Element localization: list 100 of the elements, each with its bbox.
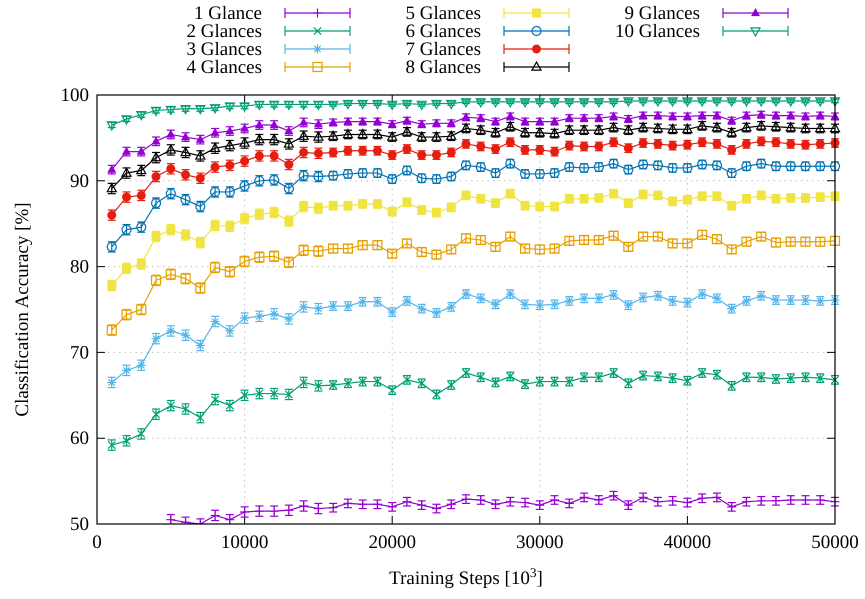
point xyxy=(727,145,736,154)
point xyxy=(638,97,648,107)
point xyxy=(298,100,309,110)
point xyxy=(417,119,426,128)
point xyxy=(388,119,397,128)
point xyxy=(136,110,146,120)
point xyxy=(166,106,176,116)
point xyxy=(609,138,618,147)
point xyxy=(520,116,530,125)
point xyxy=(520,98,530,108)
point xyxy=(476,113,486,122)
point xyxy=(136,146,146,155)
legend-label: 10 Glances xyxy=(615,21,700,42)
point xyxy=(549,98,560,108)
point xyxy=(668,112,678,120)
x-tick-label: 20000 xyxy=(368,532,416,553)
point xyxy=(284,100,294,110)
point xyxy=(196,134,205,143)
point xyxy=(210,142,220,152)
legend-label: 5 Glances xyxy=(406,3,481,24)
x-tick-label: 40000 xyxy=(664,532,712,553)
point xyxy=(580,113,589,122)
point xyxy=(638,110,648,119)
y-tick-label: 70 xyxy=(70,342,89,364)
point xyxy=(328,118,338,126)
point xyxy=(712,110,722,119)
point xyxy=(506,112,515,120)
point xyxy=(313,100,324,110)
legend-label: 1 Glance xyxy=(194,3,262,24)
point xyxy=(462,139,470,148)
point xyxy=(830,97,840,107)
point xyxy=(195,104,206,114)
point xyxy=(314,119,323,128)
point xyxy=(786,97,796,107)
legend-label: 4 Glances xyxy=(186,57,262,78)
point xyxy=(402,100,412,110)
point xyxy=(624,114,633,122)
y-tick-label: 50 xyxy=(70,514,89,535)
x-tick-label: 0 xyxy=(92,532,102,553)
point xyxy=(623,97,634,107)
point xyxy=(432,208,441,218)
point xyxy=(712,97,722,107)
point xyxy=(269,134,280,144)
point xyxy=(609,189,618,198)
legend-label: 6 Glances xyxy=(406,21,481,42)
point xyxy=(107,164,116,173)
legend-label: 2 Glances xyxy=(186,21,262,42)
point xyxy=(668,196,678,206)
point xyxy=(446,118,456,126)
x-tick-label: 30000 xyxy=(516,532,564,553)
point xyxy=(476,98,486,108)
point xyxy=(150,152,162,162)
point xyxy=(697,97,708,107)
point xyxy=(431,100,442,110)
point xyxy=(652,97,663,107)
point xyxy=(372,116,382,125)
point xyxy=(150,106,162,116)
point xyxy=(402,144,412,154)
point xyxy=(240,391,249,400)
point xyxy=(742,110,751,119)
y-tick-label: 100 xyxy=(60,85,89,106)
point xyxy=(388,207,397,216)
y-axis-title: Classification Accuracy [%] xyxy=(12,202,33,417)
point xyxy=(358,116,368,125)
point xyxy=(624,144,633,153)
point xyxy=(535,116,544,125)
point xyxy=(624,198,633,208)
point xyxy=(224,140,235,150)
point xyxy=(402,198,412,207)
point xyxy=(698,138,707,147)
point xyxy=(727,201,736,210)
point xyxy=(372,100,383,110)
point xyxy=(491,116,500,125)
point xyxy=(416,100,427,110)
point xyxy=(460,98,472,108)
point xyxy=(564,98,574,108)
point xyxy=(240,138,250,147)
point xyxy=(594,113,604,122)
point xyxy=(770,97,782,107)
point xyxy=(106,121,117,131)
point xyxy=(506,138,515,147)
point xyxy=(240,102,250,112)
point xyxy=(342,100,354,110)
y-tick-label: 80 xyxy=(70,256,89,278)
point xyxy=(298,130,309,140)
point xyxy=(816,110,825,119)
point xyxy=(491,144,500,154)
legend-label: 7 Glances xyxy=(406,39,481,60)
legend-label: 9 Glances xyxy=(624,3,700,24)
legend-label: 8 Glances xyxy=(406,57,481,78)
point xyxy=(121,168,132,177)
point xyxy=(550,147,560,156)
point xyxy=(254,100,264,110)
point xyxy=(269,100,280,110)
point xyxy=(224,102,235,112)
x-tick-label: 50000 xyxy=(811,532,859,553)
point xyxy=(388,150,397,160)
point xyxy=(490,98,501,108)
point xyxy=(815,97,826,107)
x-axis-title: Training Steps [10$^{3}$] xyxy=(389,564,543,589)
